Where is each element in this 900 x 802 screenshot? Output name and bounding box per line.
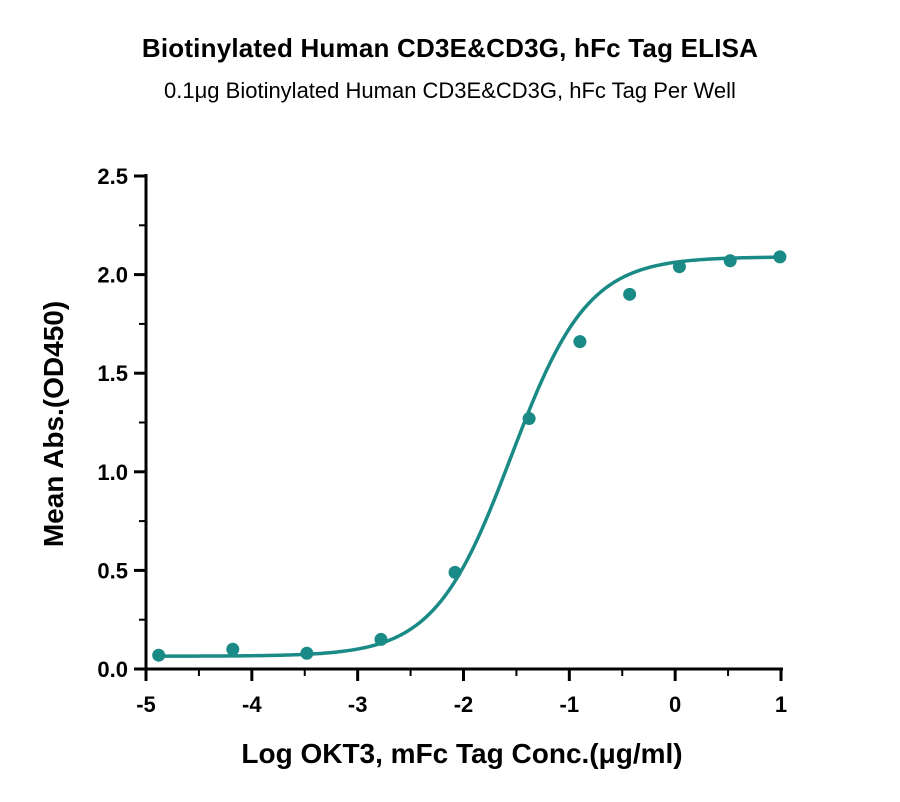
x-tick-label: -1 [560,692,580,717]
data-point [623,287,637,301]
x-tick-labels: -5 -4 -3 -2 -1 0 1 [136,692,787,717]
data-point [374,632,388,646]
data-point [300,646,314,660]
y-tick-label: 0.0 [97,657,128,682]
data-point [573,335,587,349]
data-point [522,412,536,426]
y-tick-label: 1.0 [97,460,128,485]
axes [134,174,783,681]
chart-title: Biotinylated Human CD3E&CD3G, hFc Tag EL… [141,33,759,63]
y-tick-label: 2.0 [97,263,128,288]
data-point [448,565,462,579]
x-tick-label: 1 [775,692,787,717]
data-point [152,648,166,662]
x-tick-label: -2 [454,692,474,717]
x-axis-title: Log OKT3, mFc Tag Conc.(μg/ml) [241,738,682,769]
data-points [152,250,787,662]
x-tick-label: -5 [136,692,156,717]
data-point [226,642,240,656]
x-tick-label: 0 [669,692,681,717]
data-point [672,260,686,274]
chart-subtitle: 0.1μg Biotinylated Human CD3E&CD3G, hFc … [164,78,736,103]
x-tick-label: -4 [242,692,262,717]
y-axis-title: Mean Abs.(OD450) [38,301,69,547]
x-tick-label: -3 [348,692,368,717]
data-point [723,254,737,268]
y-tick-labels: 0.0 0.5 1.0 1.5 2.0 2.5 [97,164,128,682]
y-tick-label: 0.5 [97,558,128,583]
data-point [773,250,787,264]
y-tick-label: 2.5 [97,164,128,189]
y-tick-label: 1.5 [97,361,128,386]
fit-curve [156,255,782,658]
